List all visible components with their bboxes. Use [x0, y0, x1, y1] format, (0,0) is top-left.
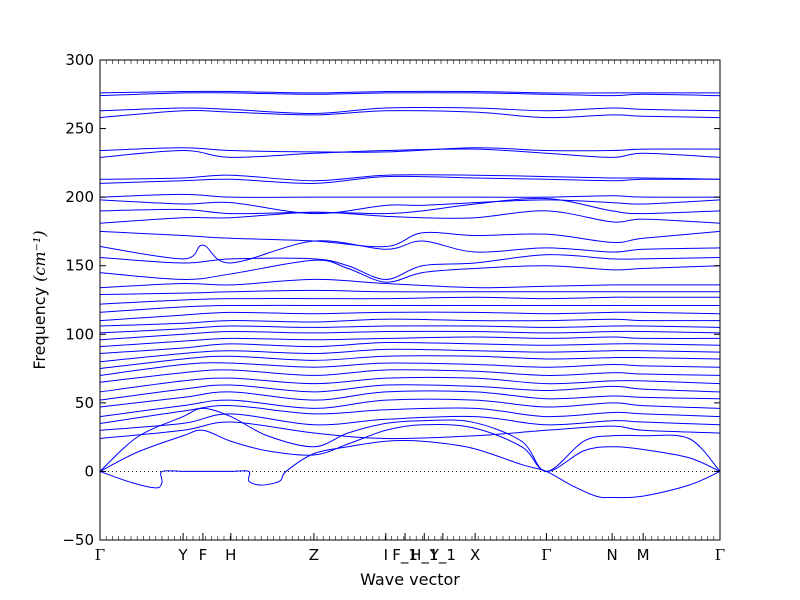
band-line-b20 [99, 311, 721, 322]
band-line-b12 [99, 362, 721, 376]
band-line-b21 [99, 304, 720, 313]
band-line-b29 [99, 210, 721, 224]
y-tick-label: 150 [65, 257, 94, 275]
band-line-b35 [99, 148, 721, 158]
band-line-b18 [99, 325, 721, 334]
x-tick-label: M [637, 546, 650, 564]
band-line-b09 [99, 384, 721, 401]
band-line-b28 [99, 230, 721, 248]
band-line-b31 [99, 199, 721, 215]
y-tick-label: 250 [65, 120, 94, 138]
band-line-b33 [99, 175, 721, 184]
band-line-b27 [99, 240, 721, 264]
y-tick-label: 200 [65, 188, 94, 206]
y-tick-label: 50 [75, 394, 94, 412]
band-line-b24 [99, 278, 720, 289]
band-line-b30 [99, 197, 721, 215]
y-tick-label: 300 [65, 51, 94, 69]
band-line-b10 [99, 376, 721, 393]
band-line-b06 [99, 405, 721, 424]
band-line-b22 [99, 296, 720, 305]
band-line-b08 [99, 390, 721, 408]
band-line-b05 [99, 413, 721, 431]
band-line-b07 [99, 398, 721, 418]
band-line-b40 [99, 90, 720, 94]
band-line-b23 [99, 289, 720, 296]
x-tick-label: I [384, 546, 388, 564]
band-line-b32 [99, 193, 721, 198]
band-line-b38 [99, 106, 721, 114]
band-layer [99, 90, 721, 499]
x-tick-label: Γ [95, 546, 105, 564]
band-line-b04 [99, 421, 721, 440]
y-axis-label: Frequency (cm⁻¹) [30, 230, 49, 369]
x-tick-label: Γ [541, 546, 551, 564]
y-tick-label: 100 [65, 325, 94, 343]
y-tick-label: −50 [62, 531, 94, 549]
x-tick-label: X [470, 546, 480, 564]
x-axis: Γ Y F H Z I F_1H_1Y_1 X Γ N M Γ [95, 60, 725, 565]
x-tick-label: Z [309, 546, 319, 564]
y-axis-label-group: Frequency (cm⁻¹) [30, 230, 49, 369]
band-line-b26 [99, 254, 721, 280]
x-axis-label: Wave vector [360, 570, 460, 589]
band-line-b17 [99, 330, 721, 341]
y-tick-label: 0 [84, 462, 94, 480]
x-tick-label: F [199, 546, 208, 564]
y-axis-label-text: Frequency [30, 287, 49, 370]
x-tick-label: Y [177, 546, 188, 564]
x-tick-label: F_1 [392, 546, 418, 565]
band-line-b39 [99, 92, 721, 97]
band-line-acoustic-1 [99, 439, 721, 499]
x-tick-label: N [607, 546, 618, 564]
band-line-b13 [99, 355, 721, 370]
band-line-b16 [99, 336, 721, 348]
band-line-b19 [99, 318, 721, 327]
x-tick-label: Γ [715, 546, 725, 564]
band-line-b37 [99, 109, 721, 119]
band-line-acoustic-2 [99, 424, 721, 472]
band-line-b36 [99, 147, 721, 153]
y-axis: −50 0 50 100 150 200 250 300 [62, 51, 720, 549]
band-line-b11 [99, 369, 721, 383]
band-line-b34 [99, 174, 721, 182]
band-line-b25 [99, 259, 721, 283]
band-line-b15 [99, 341, 721, 354]
x-tick-label: H [225, 546, 236, 564]
x-tick-label: H_1 [410, 546, 438, 565]
band-line-b14 [99, 348, 721, 363]
y-axis-label-unit: (cm⁻¹) [30, 230, 49, 281]
x-tick-label: Y_1 [429, 546, 456, 565]
